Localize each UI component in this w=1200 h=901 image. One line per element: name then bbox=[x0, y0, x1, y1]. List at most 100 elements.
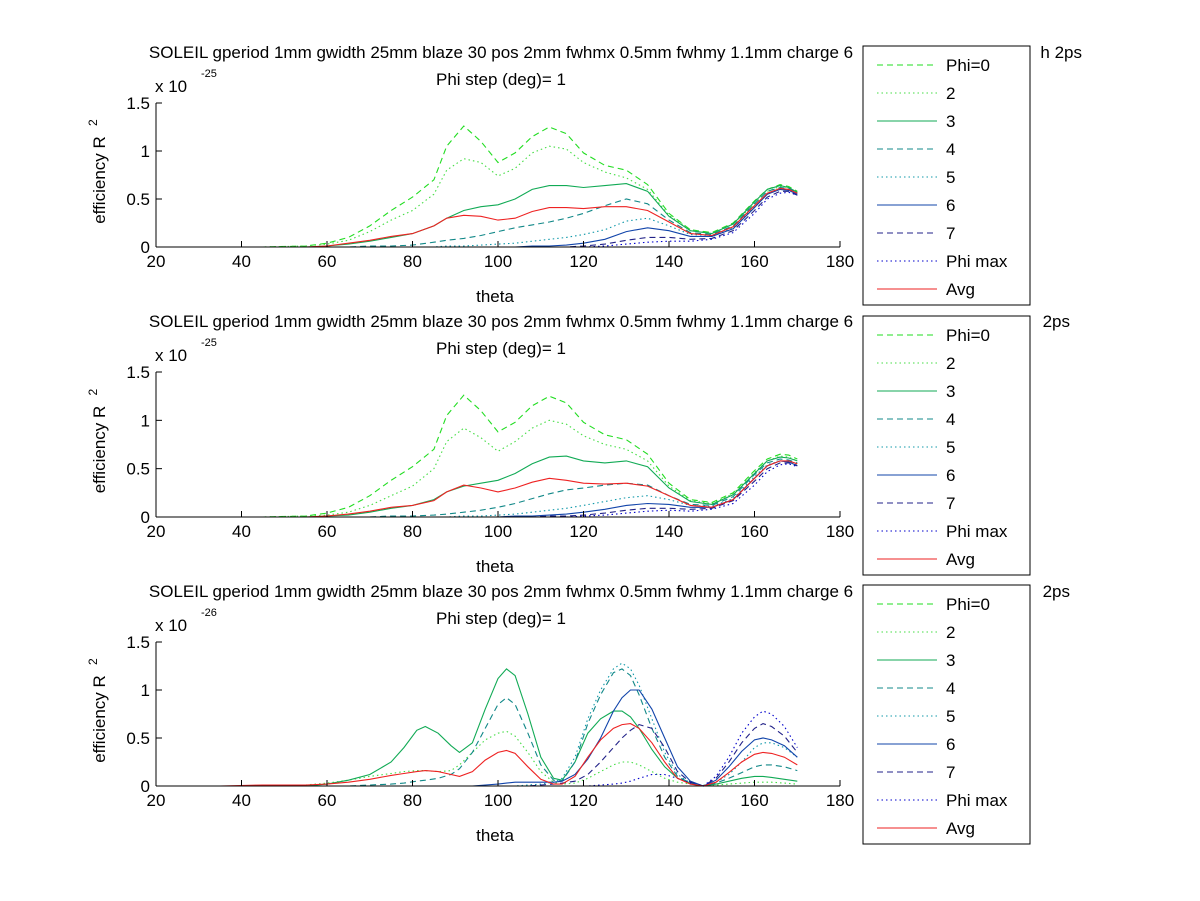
x-tick-label: 160 bbox=[740, 791, 768, 810]
y-tick-label: 0.5 bbox=[126, 729, 150, 748]
chart-subtitle: Phi step (deg)= 1 bbox=[436, 609, 566, 628]
x-tick-label: 20 bbox=[147, 791, 166, 810]
legend-label: 7 bbox=[946, 763, 955, 782]
legend-label: Avg bbox=[946, 550, 975, 569]
y-tick-label: 1.5 bbox=[126, 94, 150, 113]
x-tick-label: 140 bbox=[655, 791, 683, 810]
x-tick-label: 180 bbox=[826, 522, 854, 541]
chart-title-tail: h 2ps bbox=[1040, 43, 1082, 62]
legend: Phi=0 2 3 4 5 6 7 Phi max Avg bbox=[862, 45, 1031, 306]
x-tick-label: 160 bbox=[740, 252, 768, 271]
series-line-2 bbox=[220, 730, 798, 787]
x-tick-label: 80 bbox=[403, 522, 422, 541]
chart-title: SOLEIL gperiod 1mm gwidth 25mm blaze 30 … bbox=[149, 312, 853, 331]
y-tick-label: 0 bbox=[141, 238, 150, 257]
legend-box bbox=[862, 584, 1031, 845]
legend-label: 6 bbox=[946, 196, 955, 215]
y-axis-label: efficiency R bbox=[90, 136, 109, 224]
legend-label: 4 bbox=[946, 679, 955, 698]
x-tick-label: 180 bbox=[826, 791, 854, 810]
x-tick-label: 80 bbox=[403, 791, 422, 810]
legend-label: 3 bbox=[946, 382, 955, 401]
y-tick-label: 1 bbox=[141, 411, 150, 430]
x-tick-label: 40 bbox=[232, 252, 251, 271]
series-line-4 bbox=[220, 458, 798, 518]
legend-box bbox=[862, 45, 1031, 306]
legend-label: Phi max bbox=[946, 522, 1008, 541]
subplot-2: 20 40 60 80 100 120 140 160 180 0 0.5 1 1.5 x 10 -25 th… bbox=[86, 312, 1070, 576]
legend-label: 6 bbox=[946, 466, 955, 485]
legend-label: Phi=0 bbox=[946, 56, 990, 75]
legend-label: 7 bbox=[946, 224, 955, 243]
x-tick-label: 100 bbox=[484, 791, 512, 810]
x-tick-label: 120 bbox=[569, 252, 597, 271]
y-tick-label: 1 bbox=[141, 681, 150, 700]
legend-label: 2 bbox=[946, 623, 955, 642]
legend-label: Phi max bbox=[946, 791, 1008, 810]
chart-title-tail: 2ps bbox=[1043, 312, 1070, 331]
legend-label: 4 bbox=[946, 140, 955, 159]
chart-title: SOLEIL gperiod 1mm gwidth 25mm blaze 30 … bbox=[149, 582, 853, 601]
legend-label: 7 bbox=[946, 494, 955, 513]
subplot-3: 20 40 60 80 100 120 140 160 180 0 0.5 1 1.5 x 10 -26 th… bbox=[86, 582, 1070, 845]
legend-label: 5 bbox=[946, 168, 955, 187]
x-tick-label: 140 bbox=[655, 252, 683, 271]
y-axis-label-superscript: 2 bbox=[86, 658, 100, 665]
x-tick-label: 140 bbox=[655, 522, 683, 541]
legend-label: 5 bbox=[946, 438, 955, 457]
y-tick-label: 1.5 bbox=[126, 363, 150, 382]
series-line-3 bbox=[220, 183, 798, 248]
legend-label: 5 bbox=[946, 707, 955, 726]
series-line-3 bbox=[220, 668, 798, 787]
series-line-phi-0 bbox=[220, 394, 798, 518]
y-multiplier-exponent: -25 bbox=[201, 337, 217, 349]
series-line-phi-max bbox=[220, 710, 798, 787]
series-line-phi-max bbox=[220, 463, 798, 518]
series-line-avg bbox=[220, 723, 798, 787]
y-multiplier-exponent: -26 bbox=[201, 607, 217, 619]
y-axis-label: efficiency R bbox=[90, 675, 109, 763]
x-tick-label: 120 bbox=[569, 791, 597, 810]
y-multiplier-base: x 10 bbox=[155, 616, 187, 635]
x-tick-label: 60 bbox=[318, 791, 337, 810]
legend-label: 6 bbox=[946, 735, 955, 754]
legend-label: Avg bbox=[946, 819, 975, 838]
x-tick-label: 160 bbox=[740, 522, 768, 541]
legend-box bbox=[862, 315, 1031, 576]
x-tick-label: 20 bbox=[147, 252, 166, 271]
chart-subtitle: Phi step (deg)= 1 bbox=[436, 339, 566, 358]
legend: Phi=0 2 3 4 5 6 7 Phi max Avg bbox=[862, 315, 1031, 576]
legend-label: Phi=0 bbox=[946, 595, 990, 614]
series-line-2 bbox=[220, 419, 798, 518]
x-axis-label: theta bbox=[476, 287, 514, 306]
chart-title: SOLEIL gperiod 1mm gwidth 25mm blaze 30 … bbox=[149, 43, 853, 62]
legend-label: 2 bbox=[946, 354, 955, 373]
series-line-avg bbox=[220, 460, 798, 518]
legend-label: 2 bbox=[946, 84, 955, 103]
y-tick-label: 0.5 bbox=[126, 190, 150, 209]
x-axis-label: theta bbox=[476, 557, 514, 576]
y-tick-label: 0 bbox=[141, 777, 150, 796]
y-axis-label-superscript: 2 bbox=[86, 389, 100, 396]
series-line-5 bbox=[220, 662, 798, 787]
y-tick-label: 0 bbox=[141, 508, 150, 527]
series-line-4 bbox=[220, 186, 798, 248]
legend: Phi=0 2 3 4 5 6 7 Phi max Avg bbox=[862, 584, 1031, 845]
y-axis-label-superscript: 2 bbox=[86, 119, 100, 126]
y-multiplier-base: x 10 bbox=[155, 77, 187, 96]
y-tick-label: 0.5 bbox=[126, 460, 150, 479]
y-axis-label-group: efficiency R 2 bbox=[86, 658, 109, 763]
y-multiplier-base: x 10 bbox=[155, 346, 187, 365]
x-tick-label: 180 bbox=[826, 252, 854, 271]
legend-label: 3 bbox=[946, 651, 955, 670]
x-tick-label: 20 bbox=[147, 522, 166, 541]
chart-title-tail: 2ps bbox=[1043, 582, 1070, 601]
series-line-5 bbox=[220, 460, 798, 518]
x-tick-label: 60 bbox=[318, 252, 337, 271]
chart-subtitle: Phi step (deg)= 1 bbox=[436, 70, 566, 89]
series-line-6 bbox=[220, 689, 798, 787]
y-tick-label: 1.5 bbox=[126, 633, 150, 652]
x-axis-label: theta bbox=[476, 826, 514, 845]
legend-label: Avg bbox=[946, 280, 975, 299]
